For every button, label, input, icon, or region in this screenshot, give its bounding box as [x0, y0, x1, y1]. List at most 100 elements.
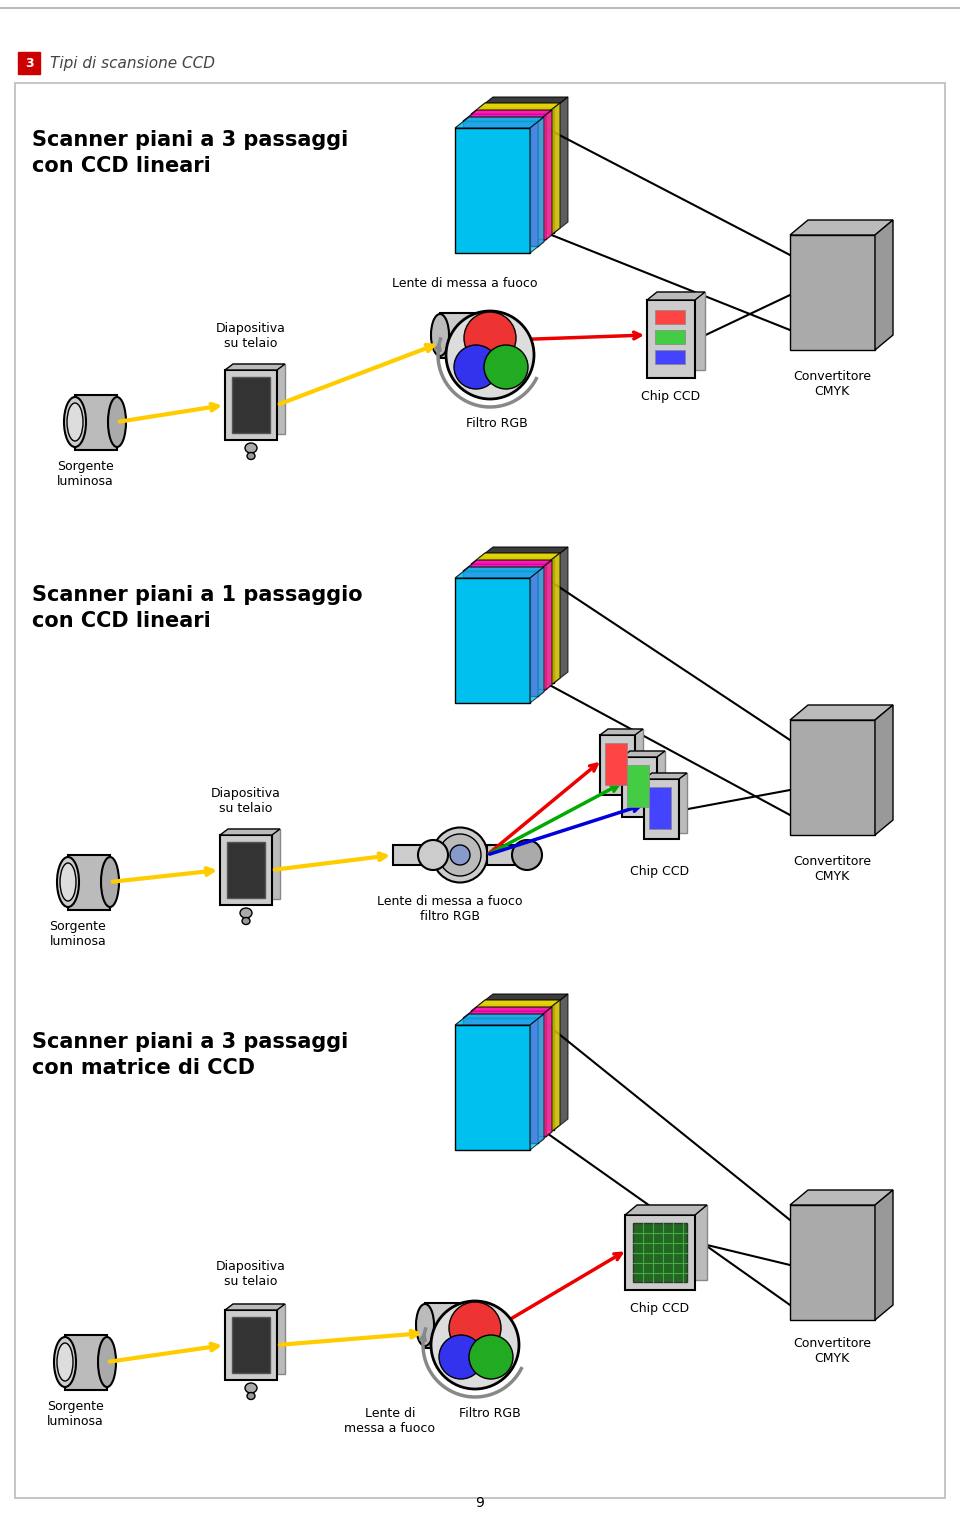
- Bar: [487, 844, 527, 866]
- Bar: [627, 765, 649, 808]
- Polygon shape: [471, 114, 546, 239]
- Text: Sorgente
luminosa: Sorgente luminosa: [57, 460, 113, 488]
- Text: Convertitore
CMYK: Convertitore CMYK: [793, 1337, 871, 1366]
- Polygon shape: [875, 1190, 893, 1320]
- Polygon shape: [479, 1004, 554, 1129]
- Polygon shape: [479, 98, 568, 108]
- Polygon shape: [471, 104, 560, 114]
- Bar: [75, 395, 117, 450]
- Polygon shape: [463, 559, 552, 572]
- Ellipse shape: [57, 856, 79, 907]
- Polygon shape: [455, 128, 530, 253]
- Polygon shape: [790, 706, 893, 719]
- Polygon shape: [554, 547, 568, 683]
- Bar: [68, 855, 110, 910]
- Text: Convertitore
CMYK: Convertitore CMYK: [793, 370, 871, 398]
- Polygon shape: [630, 751, 665, 811]
- Polygon shape: [479, 108, 554, 233]
- Circle shape: [439, 1335, 483, 1379]
- Polygon shape: [554, 98, 568, 233]
- Polygon shape: [220, 835, 272, 905]
- Ellipse shape: [431, 314, 449, 357]
- Polygon shape: [625, 1205, 707, 1215]
- Ellipse shape: [108, 396, 126, 447]
- Polygon shape: [657, 293, 705, 370]
- Polygon shape: [637, 1205, 707, 1280]
- Text: Scanner piani a 3 passaggi
con matrice di CCD: Scanner piani a 3 passaggi con matrice d…: [32, 1032, 348, 1079]
- Bar: [649, 786, 671, 829]
- Text: Filtro RGB: Filtro RGB: [459, 1407, 521, 1420]
- Polygon shape: [455, 117, 544, 128]
- Polygon shape: [538, 110, 552, 245]
- Polygon shape: [225, 1311, 277, 1381]
- Bar: [227, 841, 265, 898]
- Text: 3: 3: [25, 56, 34, 70]
- Polygon shape: [790, 235, 875, 351]
- Ellipse shape: [64, 396, 86, 447]
- Text: Chip CCD: Chip CCD: [631, 1301, 689, 1315]
- Ellipse shape: [245, 1382, 257, 1393]
- Bar: [18, 52, 40, 75]
- Polygon shape: [647, 300, 695, 378]
- Bar: [633, 1222, 687, 1282]
- Ellipse shape: [471, 1305, 489, 1346]
- Bar: [232, 1317, 270, 1373]
- Polygon shape: [479, 558, 554, 683]
- Text: Chip CCD: Chip CCD: [631, 866, 689, 878]
- Bar: [655, 331, 685, 344]
- Polygon shape: [647, 293, 705, 300]
- Text: Diapositiva
su telaio: Diapositiva su telaio: [216, 1260, 286, 1288]
- Polygon shape: [225, 1305, 285, 1311]
- Text: Sorgente
luminosa: Sorgente luminosa: [47, 1401, 104, 1428]
- Polygon shape: [622, 757, 657, 817]
- Ellipse shape: [98, 1337, 116, 1387]
- Polygon shape: [479, 547, 568, 558]
- Ellipse shape: [512, 840, 542, 870]
- Circle shape: [464, 312, 516, 364]
- Bar: [232, 376, 270, 433]
- Text: Filtro RGB: Filtro RGB: [467, 418, 528, 430]
- Polygon shape: [471, 553, 560, 564]
- Polygon shape: [463, 120, 538, 245]
- Polygon shape: [455, 578, 530, 703]
- Polygon shape: [463, 110, 552, 120]
- Polygon shape: [471, 564, 546, 689]
- Ellipse shape: [60, 863, 76, 901]
- Text: Diapositiva
su telaio: Diapositiva su telaio: [216, 322, 286, 351]
- Circle shape: [469, 1335, 513, 1379]
- Polygon shape: [471, 1010, 546, 1135]
- Polygon shape: [600, 735, 635, 796]
- Bar: [655, 351, 685, 364]
- Ellipse shape: [431, 1301, 519, 1388]
- Polygon shape: [471, 1000, 560, 1010]
- Circle shape: [454, 344, 498, 389]
- Polygon shape: [625, 1215, 695, 1289]
- Polygon shape: [644, 779, 679, 840]
- Ellipse shape: [486, 314, 504, 357]
- Polygon shape: [546, 1000, 560, 1135]
- Text: Sorgente
luminosa: Sorgente luminosa: [50, 920, 107, 948]
- Polygon shape: [225, 364, 285, 370]
- Text: Diapositiva
su telaio: Diapositiva su telaio: [211, 786, 281, 815]
- Polygon shape: [875, 219, 893, 351]
- Circle shape: [484, 344, 528, 389]
- Polygon shape: [228, 829, 280, 899]
- Polygon shape: [554, 994, 568, 1129]
- Bar: [440, 312, 495, 358]
- Polygon shape: [622, 751, 665, 757]
- Polygon shape: [233, 1305, 285, 1375]
- Polygon shape: [608, 728, 643, 789]
- Polygon shape: [463, 1018, 538, 1143]
- Polygon shape: [644, 773, 687, 779]
- Polygon shape: [875, 706, 893, 835]
- Text: Lente di
messa a fuoco: Lente di messa a fuoco: [345, 1407, 436, 1436]
- Polygon shape: [790, 1190, 893, 1205]
- Text: 9: 9: [475, 1497, 485, 1510]
- Polygon shape: [530, 117, 544, 253]
- Ellipse shape: [247, 453, 255, 460]
- Polygon shape: [538, 1007, 552, 1143]
- Text: Lente di messa a fuoco
filtro RGB: Lente di messa a fuoco filtro RGB: [377, 895, 523, 924]
- Ellipse shape: [450, 844, 470, 866]
- Ellipse shape: [240, 908, 252, 917]
- Circle shape: [449, 1301, 501, 1353]
